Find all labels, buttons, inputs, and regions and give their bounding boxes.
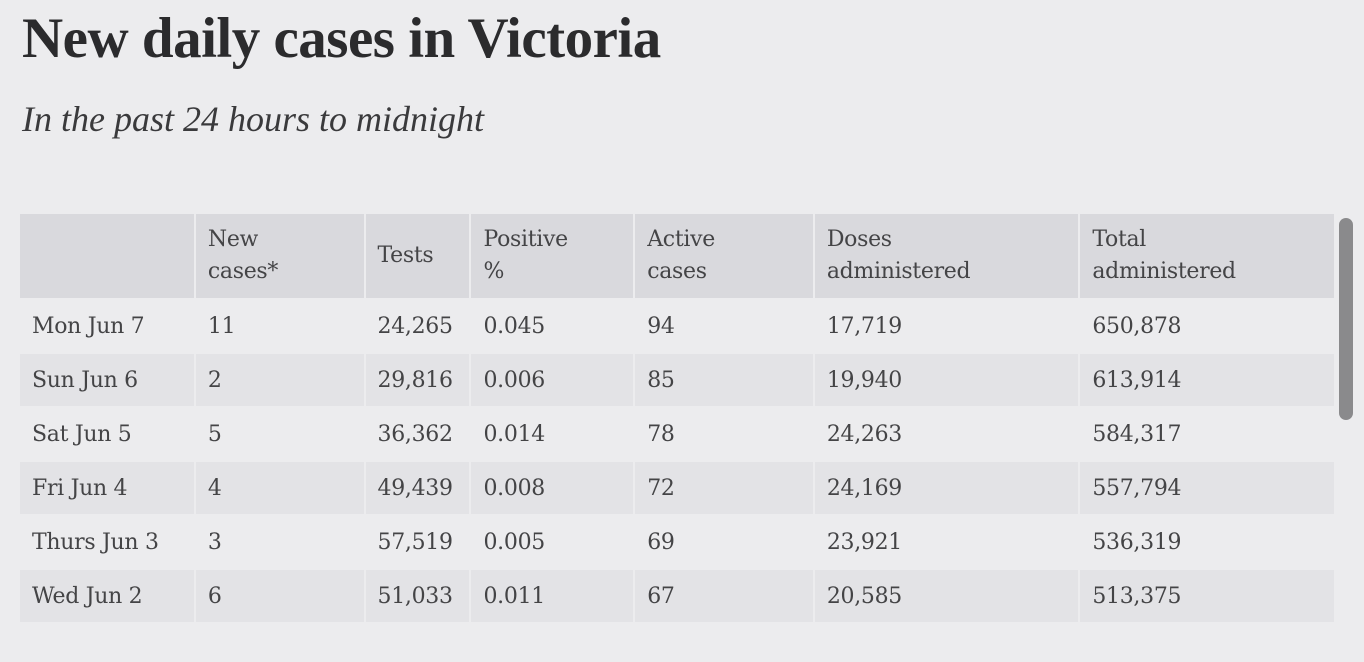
table-body: Mon Jun 7 11 24,265 0.045 94 17,719 650,878 Sun… bbox=[20, 300, 1334, 622]
cell-positive-pct: 0.045 bbox=[471, 300, 634, 352]
cell-active-cases: 67 bbox=[635, 570, 813, 622]
table-row: Wed Jun 2 6 51,033 0.011 67 20,585 513,375 bbox=[20, 570, 1334, 622]
cell-positive-pct: 0.005 bbox=[471, 516, 634, 568]
cell-tests: 29,816 bbox=[365, 354, 470, 406]
cell-doses-administered: 19,940 bbox=[814, 354, 1079, 406]
header-label: Tests bbox=[377, 243, 434, 268]
cell-date: Thurs Jun 3 bbox=[20, 516, 194, 568]
header-label: New bbox=[207, 227, 259, 252]
cell-tests: 36,362 bbox=[365, 408, 470, 460]
vertical-scrollbar-thumb[interactable] bbox=[1339, 218, 1353, 420]
table-row: Thurs Jun 3 3 57,519 0.005 69 23,921 536,319 bbox=[20, 516, 1334, 568]
cell-active-cases: 69 bbox=[635, 516, 813, 568]
cell-new-cases: 3 bbox=[195, 516, 364, 568]
cell-positive-pct: 0.008 bbox=[471, 462, 634, 514]
header-label: cases* bbox=[207, 259, 279, 284]
table-scroll-area[interactable]: New cases* Tests Positive% Active cases Doses a… bbox=[20, 214, 1336, 650]
chart-title: New daily cases in Victoria bbox=[22, 7, 661, 70]
cell-tests: 49,439 bbox=[365, 462, 470, 514]
header-active-cases: Active cases bbox=[635, 214, 813, 298]
cell-doses-administered: 23,921 bbox=[814, 516, 1079, 568]
header-positive-pct: Positive% bbox=[471, 214, 634, 298]
header-label: administered bbox=[1092, 259, 1236, 284]
cell-new-cases: 5 bbox=[195, 408, 364, 460]
header-label: administered bbox=[826, 259, 971, 284]
cell-total-administered: 557,794 bbox=[1080, 462, 1334, 514]
cell-total-administered: 613,914 bbox=[1080, 354, 1334, 406]
cell-total-administered: 513,375 bbox=[1080, 570, 1334, 622]
header-label: cases bbox=[647, 259, 707, 284]
cell-new-cases: 4 bbox=[195, 462, 364, 514]
cell-date: Sun Jun 6 bbox=[20, 354, 194, 406]
header-label: % bbox=[483, 259, 505, 284]
cases-table: New cases* Tests Positive% Active cases Doses a… bbox=[20, 214, 1336, 624]
cell-new-cases: 2 bbox=[195, 354, 364, 406]
cell-active-cases: 94 bbox=[635, 300, 813, 352]
cell-active-cases: 78 bbox=[635, 408, 813, 460]
cell-total-administered: 584,317 bbox=[1080, 408, 1334, 460]
cell-doses-administered: 24,263 bbox=[814, 408, 1079, 460]
table-row: Mon Jun 7 11 24,265 0.045 94 17,719 650,878 bbox=[20, 300, 1334, 352]
chart-subtitle: In the past 24 hours to midnight bbox=[22, 99, 485, 139]
cell-doses-administered: 24,169 bbox=[814, 462, 1079, 514]
cell-total-administered: 650,878 bbox=[1080, 300, 1334, 352]
cell-doses-administered: 20,585 bbox=[814, 570, 1079, 622]
header-tests: Tests bbox=[365, 214, 470, 298]
header-doses-administered: Doses administered bbox=[814, 214, 1079, 298]
table-row: Sun Jun 6 2 29,816 0.006 85 19,940 613,914 bbox=[20, 354, 1334, 406]
header-label: Active bbox=[647, 227, 715, 252]
cell-positive-pct: 0.011 bbox=[471, 570, 634, 622]
cell-tests: 57,519 bbox=[365, 516, 470, 568]
header-new-cases: New cases* bbox=[195, 214, 364, 298]
table-row: Sat Jun 5 5 36,362 0.014 78 24,263 584,317 bbox=[20, 408, 1334, 460]
header-label: Positive bbox=[483, 227, 568, 252]
cell-active-cases: 72 bbox=[635, 462, 813, 514]
cell-positive-pct: 0.014 bbox=[471, 408, 634, 460]
cell-new-cases: 11 bbox=[195, 300, 364, 352]
table-fade-edge bbox=[20, 650, 1336, 662]
header-label: Doses bbox=[826, 227, 892, 252]
cell-active-cases: 85 bbox=[635, 354, 813, 406]
cell-date: Fri Jun 4 bbox=[20, 462, 194, 514]
header-date bbox=[20, 214, 194, 298]
cell-date: Sat Jun 5 bbox=[20, 408, 194, 460]
table-row: Fri Jun 4 4 49,439 0.008 72 24,169 557,794 bbox=[20, 462, 1334, 514]
cell-tests: 51,033 bbox=[365, 570, 470, 622]
cell-total-administered: 536,319 bbox=[1080, 516, 1334, 568]
cell-date: Mon Jun 7 bbox=[20, 300, 194, 352]
header-total-administered: Total administered bbox=[1080, 214, 1334, 298]
cell-tests: 24,265 bbox=[365, 300, 470, 352]
cell-doses-administered: 17,719 bbox=[814, 300, 1079, 352]
cell-positive-pct: 0.006 bbox=[471, 354, 634, 406]
cell-new-cases: 6 bbox=[195, 570, 364, 622]
header-label: Total bbox=[1092, 227, 1147, 252]
table-header-row: New cases* Tests Positive% Active cases Doses a… bbox=[20, 214, 1334, 298]
cell-date: Wed Jun 2 bbox=[20, 570, 194, 622]
